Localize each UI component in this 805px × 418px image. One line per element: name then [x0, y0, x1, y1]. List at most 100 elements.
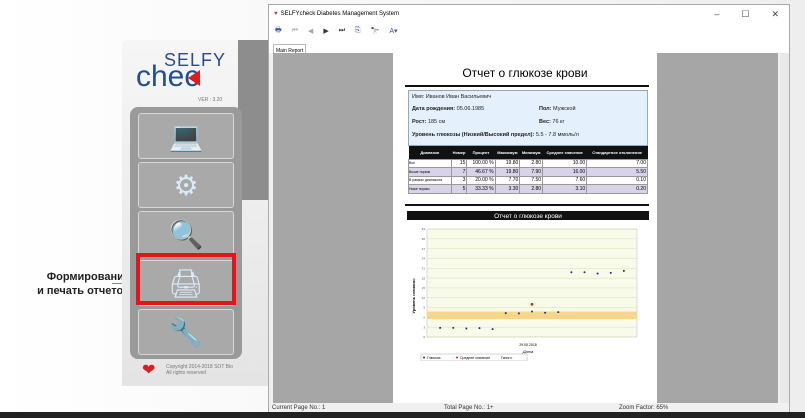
col-header: Процент [466, 146, 496, 159]
cell: 7 [450, 167, 468, 177]
col-header: Стандартное отклонение [586, 146, 648, 159]
col-header: Номер [451, 146, 467, 159]
vertical-scrollbar[interactable] [780, 53, 789, 403]
y-tick-label: 27 [422, 247, 426, 251]
y-tick-label: 30 [422, 237, 426, 241]
y-axis-label: Уровень глюкозы [411, 278, 416, 314]
close-button[interactable]: ✕ [771, 8, 779, 19]
annotation-label: Формирование и печать отчетов [10, 270, 130, 298]
glucose-point [596, 272, 599, 275]
report-viewer: Отчет о глюкозе крови Имя: Иванов Иван В… [273, 53, 778, 403]
cell: Ниже нормы [408, 184, 452, 194]
total-pages: Total Page No.: 1+ [444, 405, 494, 411]
tools-icon: 🔧 [168, 316, 204, 348]
table-row: В рамках диапазона 3 20.00 % 7.70 7.50 7.60 0.… [408, 175, 648, 185]
prev-page-icon[interactable]: ◀ [307, 28, 314, 35]
status-bar: Current Page No.: 1 Total Page No.: 1+ Z… [269, 403, 789, 414]
zoom-factor: Zoom Factor: 65% [619, 405, 669, 411]
highlight-frame [136, 253, 236, 305]
x-tick-label: 29.05.2018 [519, 343, 537, 347]
weight-value: 76 кг [552, 119, 565, 125]
cell: 19.80 [494, 167, 521, 177]
copyright-line2: All rights reserved [166, 370, 207, 376]
report-title: Отчет о глюкозе крови [462, 66, 588, 80]
nav-upload-button[interactable]: 💻 [138, 113, 234, 159]
cell: 3 [450, 175, 468, 185]
height-value: 185 см [427, 119, 446, 125]
logo-flag-icon [188, 70, 200, 86]
glucose-point [583, 271, 586, 274]
glucose-point [491, 328, 494, 331]
cell: 3.10 [542, 184, 588, 194]
plot-area [426, 228, 638, 338]
current-page: Current Page No.: 1 [272, 405, 326, 411]
last-page-icon[interactable]: ⏭ [338, 27, 346, 34]
legend-extra: Гипогл. [501, 356, 513, 360]
glucose-point [465, 327, 468, 330]
y-tick-label: 15 [422, 286, 426, 290]
cell: 2.80 [519, 158, 544, 168]
col-header: Диапазон [408, 146, 452, 159]
glucose-point [439, 326, 442, 329]
divider [405, 204, 649, 206]
copyright-line1: Copyright 2014-2018 SOT Bio [166, 364, 233, 370]
cell: 7.90 [519, 167, 544, 177]
nav-settings-button[interactable]: ⚙ [138, 162, 234, 208]
y-tick-label: 12 [422, 296, 426, 300]
divider [405, 85, 649, 87]
y-tick-label: 18 [422, 276, 426, 280]
y-tick-label: 21 [422, 266, 426, 270]
cell: 33.33 % [466, 184, 496, 194]
glucose-chart: Отчет о глюкозе крови 0 3 6 9 12 15 18 21 24 27 30… [407, 211, 649, 361]
cell: 7.70 [494, 175, 521, 185]
glucose-point [609, 271, 612, 274]
cell: 7.00 [586, 158, 648, 168]
x-axis-label: Дата [522, 349, 534, 354]
glucose-point [504, 312, 507, 315]
report-window: ♥ SELFYcheck Diabetes Management System … [268, 4, 790, 414]
height-label: Рост: [412, 119, 427, 125]
nav-reports-button[interactable]: 🖨 [138, 260, 234, 306]
nav-search-button[interactable]: 🔍 [138, 211, 234, 257]
printer-icon: 🖨 [168, 267, 204, 299]
table-row: Ниже нормы 5 33.33 % 3.30 2.80 3.10 0.20 [408, 184, 648, 194]
zoom-icon[interactable]: A▾ [389, 28, 398, 35]
range-label: Уровень глюкозы (Низкий/Высокий предел): [412, 132, 535, 138]
glucose-point [452, 326, 455, 329]
glucose-point [622, 269, 625, 272]
maximize-button[interactable]: ☐ [741, 8, 750, 19]
cell: 16.00 [542, 167, 588, 177]
export-icon[interactable]: ⎘ [355, 27, 361, 34]
glucose-point [531, 310, 533, 313]
legend-average: Среднее значение [460, 356, 490, 360]
legend [420, 353, 528, 361]
first-page-icon[interactable]: ⏮ [291, 27, 298, 34]
logo-selfy: SELFY [164, 50, 227, 70]
cell: 0.10 [586, 175, 648, 185]
title-bar: ♥ SELFYcheck Diabetes Management System … [269, 5, 789, 23]
glucose-point [570, 271, 573, 274]
copyright: Copyright 2014-2018 SOT Bio All rights re… [166, 364, 233, 376]
glucose-point [478, 327, 481, 330]
table-row: Все 15 100.00 % 19.80 2.80 10.00 7.00 [408, 158, 648, 168]
print-icon[interactable]: 🖶 [275, 26, 282, 34]
nav-tools-button[interactable]: 🔧 [138, 309, 234, 355]
find-icon[interactable]: 🔭 [370, 28, 380, 35]
target-range-band [427, 311, 637, 319]
window-title: SELFYcheck Diabetes Management System [280, 11, 399, 17]
next-page-icon[interactable]: ▶ [323, 28, 329, 35]
patient-info: Имя: Иванов Иван Васильевич Дата рождени… [408, 90, 648, 146]
cell: 2.80 [519, 184, 544, 194]
cell: 20.00 % [466, 175, 496, 185]
app-icon: ♥ [274, 11, 278, 17]
annotation-line2: и печать отчетов [37, 285, 130, 297]
glucose-point [557, 311, 560, 314]
legend-marker-average [456, 356, 458, 359]
magnifier-icon: 🔍 [168, 218, 204, 250]
chart-title-bar [407, 211, 649, 220]
dob-value: 05.06.1985 [456, 106, 485, 112]
y-tick-label: 33 [422, 227, 426, 231]
minimize-button[interactable]: – [714, 8, 720, 19]
glucose-point [544, 311, 547, 314]
y-tick-label: 3 [423, 325, 425, 329]
